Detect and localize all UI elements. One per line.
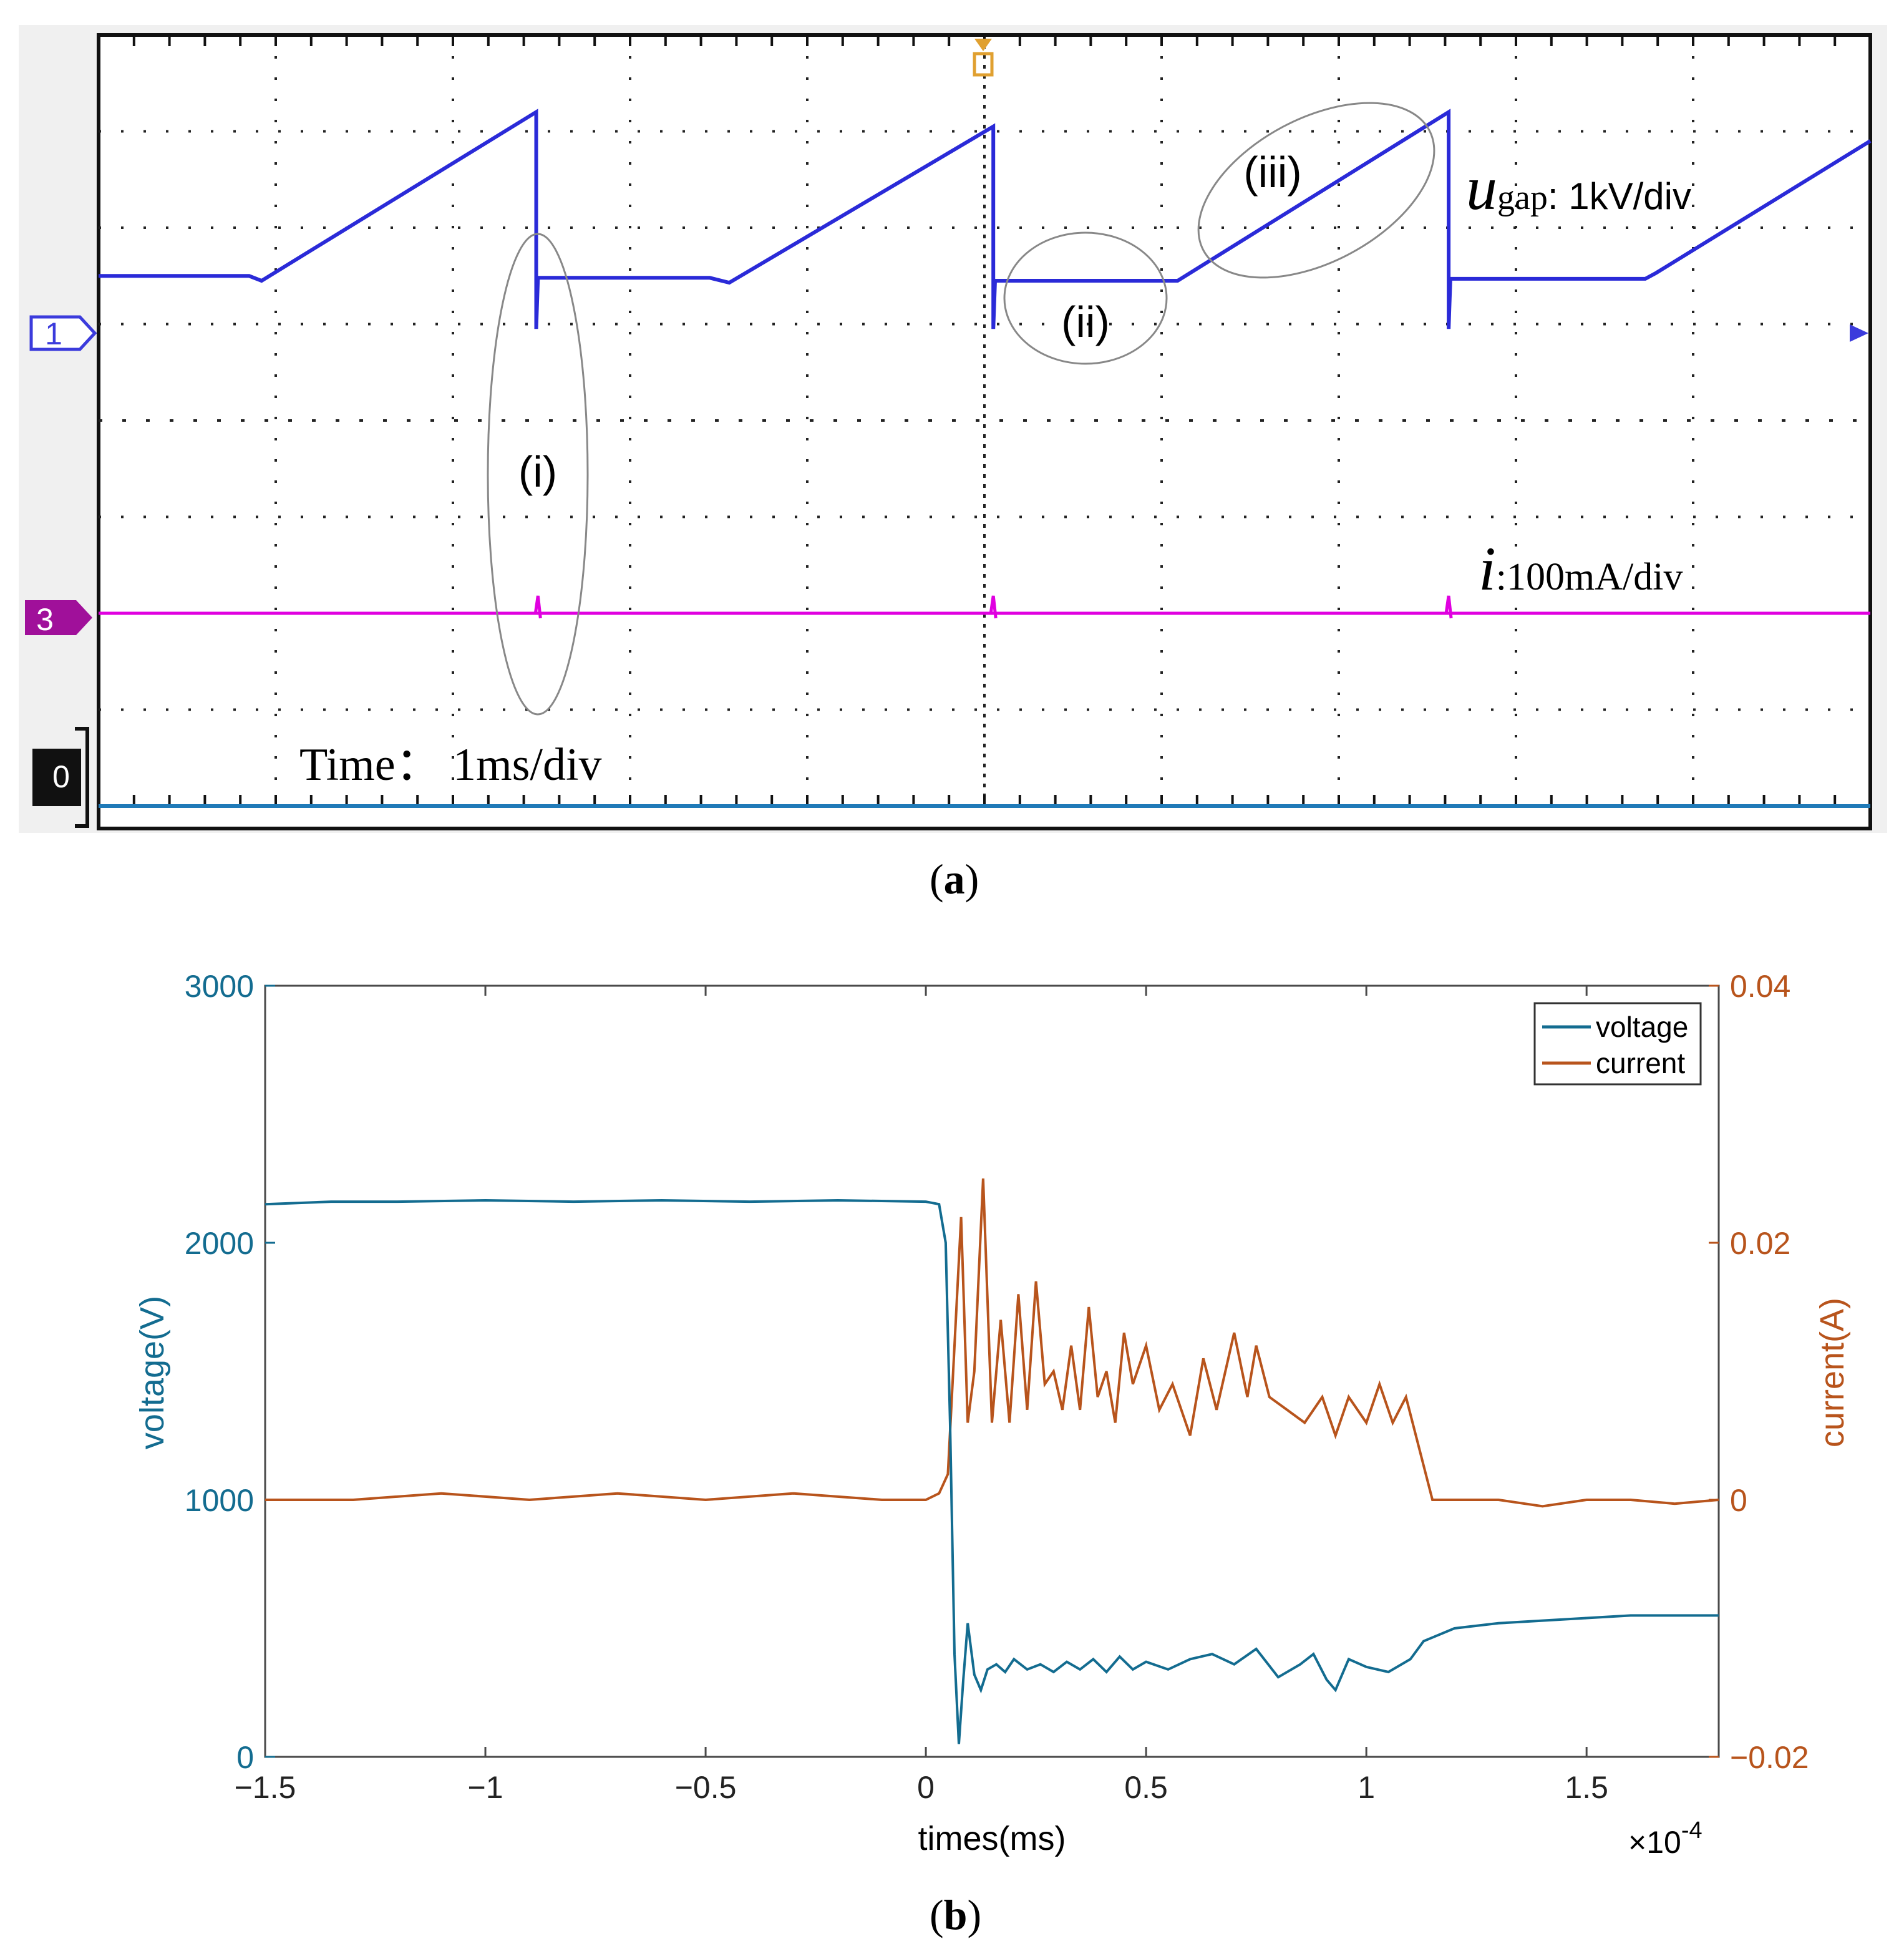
oscilloscope-panel: (i) (ii) (iii) ugap: 1kV/div i:100mA/div… <box>19 25 1887 833</box>
current-spike <box>533 595 542 619</box>
annotation-iii: (iii) <box>1243 148 1301 197</box>
channel-3-marker: 3 <box>25 600 92 637</box>
annotation-ellipse-i <box>487 233 589 716</box>
panel-label-b: (b) <box>930 1891 982 1938</box>
legend-current-label: current <box>1596 1047 1685 1079</box>
legend: voltage current <box>1533 1002 1702 1086</box>
i-scale-label: i:100mA/div <box>1479 534 1683 603</box>
x-tick-label: −0.5 <box>675 1770 737 1805</box>
legend-box <box>1533 1002 1702 1086</box>
x-tick-label: 1.5 <box>1565 1770 1608 1805</box>
annotation-ii: (ii) <box>1061 298 1110 346</box>
current-spike <box>1444 595 1453 619</box>
x-tick-label: 0.5 <box>1124 1770 1168 1805</box>
channel-1-ref-arrow <box>1850 324 1868 342</box>
y-left-tick-label: 1000 <box>185 1483 254 1518</box>
svg-text:1: 1 <box>45 316 62 351</box>
trigger-marker <box>973 39 994 77</box>
y-left-axis: 0 1000 2000 3000 <box>185 969 275 1775</box>
y-left-tick-label: 2000 <box>185 1226 254 1261</box>
voltage-trace <box>99 109 1872 329</box>
annotation-ellipse-iii <box>1197 102 1435 279</box>
y-right-tick-label: 0.04 <box>1730 969 1790 1004</box>
y-left-tick-label: 3000 <box>185 969 254 1004</box>
y-left-tick-label: 0 <box>236 1740 254 1775</box>
voltage-series-line <box>265 1198 1719 1744</box>
current-series-line <box>265 1178 1719 1508</box>
current-trace <box>99 595 1870 619</box>
current-spike <box>989 595 998 619</box>
annotation-ellipse-ii <box>1003 231 1168 365</box>
y-right-tick-label: 0.02 <box>1730 1226 1790 1261</box>
x-tick-label: −1 <box>468 1770 503 1805</box>
x-exponent-label: ×10-4 <box>1628 1817 1702 1860</box>
y-left-axis-label: voltage(V) <box>134 1296 171 1449</box>
channel-1-marker: 1 <box>29 315 97 351</box>
u-gap-scale-label: ugap: 1kV/div <box>1466 153 1691 223</box>
svg-text:3: 3 <box>36 602 54 637</box>
channel-0-marker: 0 <box>32 727 89 828</box>
x-axis-ticks: −1.5 −1 −0.5 0 0.5 1 1.5 <box>235 986 1608 1805</box>
x-tick-label: 0 <box>917 1770 935 1805</box>
panel-label-a: (a) <box>930 855 979 903</box>
legend-voltage-label: voltage <box>1596 1011 1688 1043</box>
plot-axes-box <box>264 984 1720 1758</box>
x-tick-label: 1 <box>1358 1770 1375 1805</box>
svg-text:0: 0 <box>52 759 70 794</box>
x-tick-label: −1.5 <box>235 1770 296 1805</box>
y-right-axis: −0.02 0 0.02 0.04 <box>1709 969 1809 1775</box>
y-right-tick-label: 0 <box>1730 1483 1747 1518</box>
x-axis-label: times(ms) <box>918 1820 1066 1857</box>
time-scale-label: Time： 1ms/div <box>299 739 602 790</box>
y-right-axis-label: current(A) <box>1814 1298 1851 1447</box>
y-right-tick-label: −0.02 <box>1730 1740 1809 1775</box>
annotation-i: (i) <box>518 447 557 496</box>
